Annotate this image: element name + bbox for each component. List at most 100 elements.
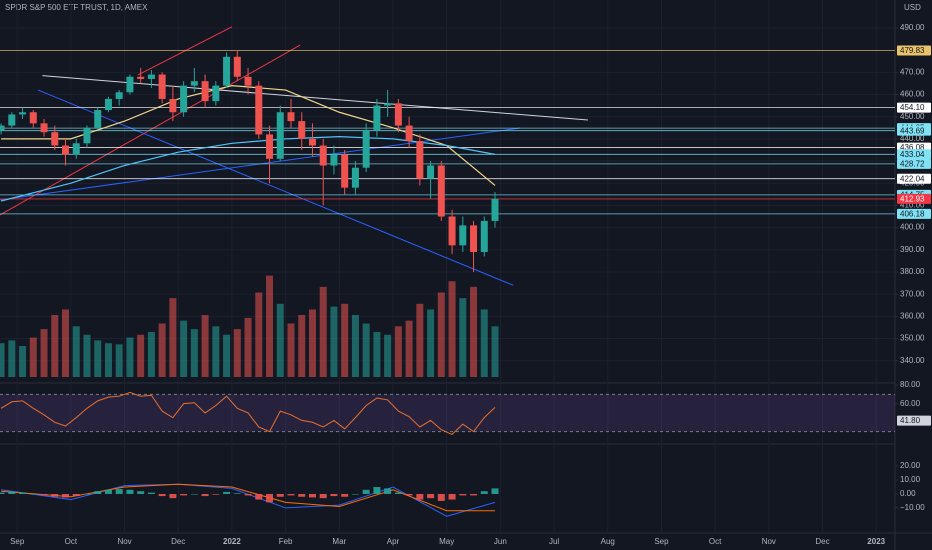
y-tick-label: 20.00	[900, 461, 921, 470]
bar	[351, 493, 359, 495]
candle-body	[491, 198, 499, 221]
level-label-bg	[897, 125, 931, 136]
level-label-bg	[897, 173, 931, 184]
bar	[126, 337, 134, 377]
bar	[190, 329, 198, 377]
x-tick-label: Nov	[762, 537, 776, 546]
candle-body	[115, 92, 123, 99]
x-tick-label: Sep	[10, 537, 25, 546]
candle-body	[362, 129, 370, 168]
candle-body	[427, 165, 435, 179]
candle-body	[62, 145, 70, 155]
bar	[491, 326, 499, 377]
candle-body	[147, 74, 155, 79]
x-tick-label: 2023	[867, 537, 885, 546]
bar	[427, 493, 435, 499]
level-label-bg	[897, 102, 931, 113]
candle-body	[330, 154, 338, 166]
candle-body	[126, 76, 134, 93]
bar	[341, 303, 349, 377]
bar	[276, 303, 284, 377]
candle-body	[223, 56, 231, 86]
bar	[459, 298, 467, 377]
y-tick-label: 380.00	[900, 267, 925, 276]
candle-body	[180, 85, 188, 113]
x-tick-label: Jun	[494, 537, 507, 546]
y-tick-label: 390.00	[900, 245, 925, 254]
bar	[255, 292, 263, 377]
x-tick-label: Dec	[815, 537, 829, 546]
candle-body	[319, 145, 327, 166]
bar	[29, 493, 37, 495]
bar	[351, 315, 359, 377]
bar	[373, 487, 381, 494]
bar	[190, 493, 198, 495]
rsi-readout-bg	[897, 415, 931, 426]
bar	[298, 493, 306, 497]
bar	[147, 331, 155, 377]
x-tick-label: May	[439, 537, 454, 546]
bar	[362, 489, 370, 494]
level-label-bg	[897, 149, 931, 160]
bar	[233, 493, 241, 494]
candle-body	[298, 121, 306, 139]
bar	[137, 491, 145, 494]
candle-body	[308, 138, 316, 146]
rsi-band	[0, 394, 895, 432]
bar	[51, 493, 59, 497]
level-label: 428.72	[900, 160, 925, 169]
y-tick-label: −10.00	[900, 503, 925, 512]
candle-body	[51, 132, 59, 146]
bar	[448, 281, 456, 377]
x-tick-label: Nov	[117, 537, 131, 546]
level-label: 454.10	[900, 103, 925, 112]
x-tick-label: 2022	[223, 537, 241, 546]
candle-body	[255, 85, 263, 135]
bar	[0, 492, 5, 494]
bar	[223, 491, 231, 494]
bar	[244, 493, 252, 496]
x-tick-label: Apr	[387, 537, 400, 546]
y-tick-label: 470.00	[900, 67, 925, 76]
candle-body	[137, 76, 145, 79]
y-tick-label: 440.00	[900, 134, 925, 143]
candle-body	[448, 216, 456, 246]
bar	[19, 346, 27, 377]
candle-body	[169, 98, 177, 113]
candle-body	[459, 225, 467, 246]
bar	[201, 315, 209, 377]
bar	[308, 309, 316, 377]
bar	[459, 493, 467, 496]
level-label: 479.83	[900, 46, 925, 55]
bar	[180, 320, 188, 377]
bar	[233, 329, 241, 377]
bar	[255, 493, 263, 500]
bar	[180, 493, 188, 496]
level-label-bg	[897, 193, 931, 204]
bar	[137, 334, 145, 377]
currency: USD	[904, 3, 921, 12]
bar	[51, 315, 59, 377]
level-label: 422.04	[900, 174, 925, 183]
bar	[416, 493, 424, 500]
y-tick-label: 0.00	[900, 489, 916, 498]
candle-body	[405, 125, 413, 142]
y-tick-label: 360.00	[900, 311, 925, 320]
bar	[8, 340, 16, 377]
bar	[480, 309, 488, 377]
y-tick-label: 350.00	[900, 334, 925, 343]
bar	[126, 489, 134, 494]
candle-body	[394, 103, 402, 126]
candle-body	[416, 141, 424, 179]
y-tick-label: 10.00	[900, 475, 921, 484]
bar	[266, 493, 274, 503]
bar	[244, 317, 252, 377]
bar	[437, 292, 445, 377]
bar	[394, 326, 402, 377]
level-label-bg	[897, 208, 931, 219]
bar	[83, 493, 91, 495]
bar	[308, 493, 316, 498]
y-tick-label: 400.00	[900, 223, 925, 232]
candle-body	[104, 98, 112, 111]
